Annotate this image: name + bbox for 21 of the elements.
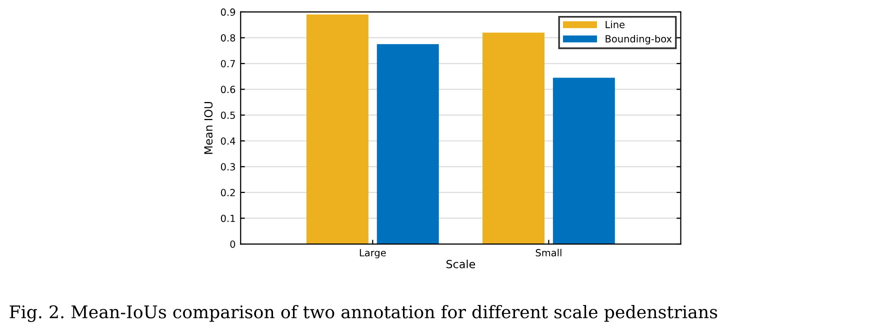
y-tick-label: 0.2: [220, 188, 235, 196]
y-tick-label: 0.8: [220, 34, 236, 42]
caption: Fig. 2. Mean-IoUs comparison of two annotation for different scale pedenstrians: [10, 304, 718, 322]
bar: [306, 14, 368, 244]
y-tick-label: 0.6: [220, 86, 236, 94]
y-tick-label: 0.5: [220, 112, 235, 119]
y-axis-title: Mean IOU: [204, 102, 213, 154]
x-axis-title: Scale: [446, 260, 476, 268]
y-tick-label: 0.7: [220, 60, 235, 68]
y-tick-label: 0.4: [220, 137, 236, 145]
x-tick-label: Large: [360, 249, 386, 258]
bar: [552, 78, 615, 244]
bar: [376, 44, 439, 244]
legend-label: Line: [606, 20, 625, 28]
y-tick-label: 0.9: [220, 8, 236, 16]
y-tick-label: 0: [230, 240, 236, 248]
y-tick-label: 0.3: [220, 163, 235, 170]
legend-label: Bounding-box: [606, 34, 672, 44]
x-tick-label: Small: [536, 248, 562, 256]
bar: [482, 32, 544, 244]
y-tick-label: 0.1: [220, 214, 235, 222]
